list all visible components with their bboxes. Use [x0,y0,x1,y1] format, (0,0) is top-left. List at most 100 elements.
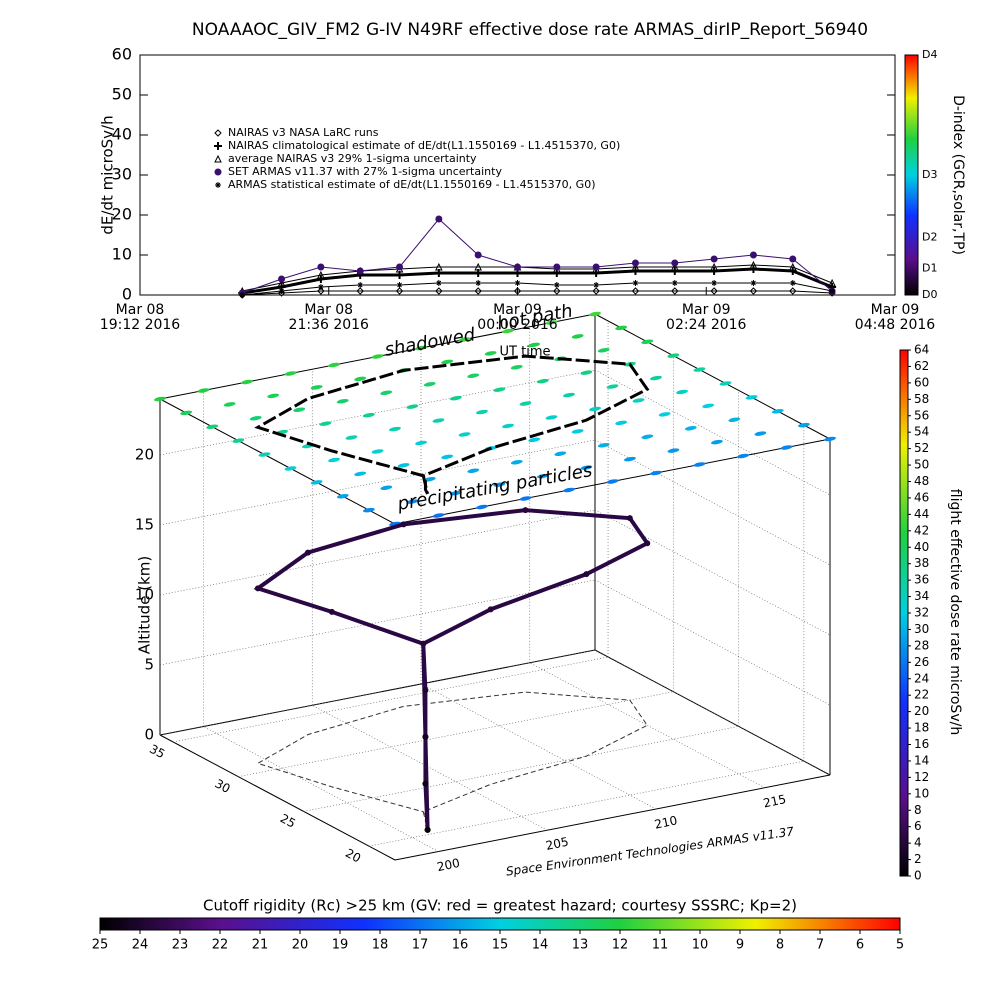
z-axis-label: Altitude (km) [136,556,154,654]
point [789,255,797,263]
point [396,282,403,288]
rc-point [310,480,323,485]
point [631,287,640,295]
point [317,284,324,290]
point [828,278,836,287]
point [277,278,286,287]
rc-point [536,473,549,479]
track-projection [254,354,650,495]
rc-point [589,406,601,412]
rc-point [310,385,323,390]
y-tick-label: 30 [213,776,233,796]
rc-point [432,513,445,518]
colorbar-tick-label: 15 [492,938,509,953]
colorbar-tick-label: 50 [914,458,929,472]
point [514,263,521,271]
colorbar-tick-label: 20 [292,938,309,953]
rc-point [554,451,567,456]
colorbar-tick-label: 19 [332,938,349,953]
point [316,275,325,283]
track-point [424,826,431,833]
grid-line [159,649,596,736]
point [317,287,325,295]
rc-point [615,325,628,331]
colorbar-tick-label: 13 [572,938,589,953]
rc-point [528,437,541,443]
colorbar-tick-label: 6 [856,938,864,953]
legend-marker [214,154,222,163]
rc-point [441,454,454,460]
rc-point [650,470,662,476]
track-point [422,780,429,787]
track-point [583,571,590,578]
rc-point [563,392,575,398]
point [277,289,286,297]
point [671,287,679,295]
point [631,267,640,275]
colorbar-tick-label: 36 [914,573,929,587]
rc-point [545,415,558,420]
rc-point [702,403,715,409]
rc-point [354,471,367,477]
chart-title: NOAAAOC_GIV_FM2 G-IV N49RF effective dos… [192,20,868,40]
point [435,280,442,286]
rc-point [571,334,584,339]
x-tick-label: Mar 08 21:36 2016 [288,302,369,333]
colorbar-tick-label: 22 [914,688,929,702]
colorbar-tick-label: 11 [652,938,669,953]
grid-line [368,760,804,847]
legend-marker [215,182,221,188]
point [749,260,758,269]
axis-line [159,734,396,861]
rc-point [745,395,758,400]
grid-line [203,726,439,852]
rc-point [650,375,662,381]
track-point [254,585,261,592]
z-tick-label: 15 [135,516,154,534]
point [435,215,443,223]
rc-point [406,404,419,409]
colorbar-tick-label: 16 [914,737,929,751]
point [829,288,836,294]
point [749,287,758,295]
rc-point [154,396,166,402]
colorbar-tick-label: D2 [922,230,937,243]
rc-point [606,384,619,389]
point [710,287,718,295]
legend-label: NAIRAS climatological estimate of dE/dt(… [228,139,620,152]
y-tick-label: 20 [343,846,363,866]
rc-point [406,499,419,504]
legend-marker [214,142,222,150]
track-point [400,521,407,528]
rc-point [423,476,436,482]
rc-point [371,354,384,359]
rc-point [476,409,488,415]
point [514,280,521,286]
colorbar-tick-label: D4 [922,48,937,61]
legend-marker [214,129,222,137]
colorbar-tick-label: D1 [922,262,937,275]
y-tick-label: 40 [112,125,132,144]
colorbar-tick-label: 14 [914,753,929,767]
colorbar-tick-label: 54 [914,425,929,439]
rc-point [441,359,454,365]
rc-point [754,431,767,436]
series-line [242,290,833,296]
grid-line [303,726,739,812]
legend-label: SET ARMAS v11.37 with 27% 1-sigma uncert… [228,165,502,178]
colorbar-tick-label: 10 [692,938,709,953]
rc-point [510,459,523,465]
rc-point [693,462,706,467]
x-tick-label: 215 [762,792,787,810]
rc-point [328,362,340,368]
rc-point [536,378,549,384]
track-point [422,687,429,694]
colorbar-tick-label: 22 [212,938,229,953]
colorbar-tick-label: 25 [92,938,109,953]
point [396,263,404,271]
point [553,282,560,288]
rc-point [563,487,575,493]
point [670,267,679,275]
colorbar [899,349,909,877]
rc-point [641,339,654,345]
